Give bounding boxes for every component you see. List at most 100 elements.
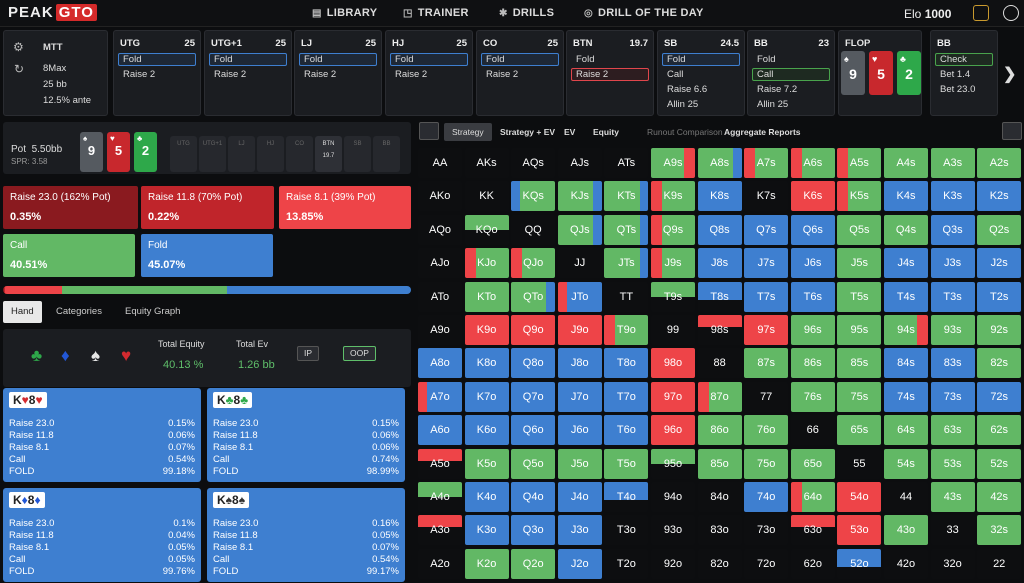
range-cell[interactable]: T9o <box>604 315 649 345</box>
range-cell[interactable]: ATs <box>604 148 649 178</box>
range-cell[interactable]: T5s <box>837 281 882 312</box>
range-cell[interactable]: 94s <box>884 315 928 345</box>
diamonds-icon[interactable]: ♦ <box>61 346 70 365</box>
range-cell[interactable]: J3o <box>557 515 602 546</box>
combo-card-3[interactable]: K♠8♠ Raise 23.0 0.16% Raise 11.8 0.05% Raise … <box>207 488 405 582</box>
range-cell[interactable]: A5s <box>837 148 882 178</box>
range-cell[interactable]: 74s <box>884 381 928 412</box>
range-cell[interactable]: K5o <box>464 448 509 479</box>
range-cell[interactable]: K7s <box>744 181 789 212</box>
range-cell[interactable]: KTo <box>464 281 509 312</box>
range-cell[interactable]: KK <box>464 181 509 212</box>
range-cell[interactable]: J5s <box>837 248 882 279</box>
position-action[interactable]: Fold <box>576 54 595 65</box>
position-card-2[interactable]: LJ 25 Fold Raise 2 <box>294 30 382 116</box>
user-icon[interactable] <box>1003 5 1019 21</box>
range-cell[interactable]: T9s <box>651 281 695 312</box>
range-cell[interactable]: A3o <box>418 515 462 546</box>
range-cell[interactable]: 99 <box>651 315 695 345</box>
action-box-4[interactable]: Fold 45.07% <box>141 234 273 277</box>
range-cell[interactable]: AKo <box>418 181 462 212</box>
range-cell[interactable]: T7o <box>604 381 649 412</box>
range-cell[interactable]: Q6s <box>790 214 835 245</box>
range-cell[interactable]: A3s <box>930 148 975 178</box>
range-cell[interactable]: 76o <box>744 415 789 446</box>
range-cell[interactable]: 42s <box>977 482 1022 512</box>
range-cell[interactable]: 54s <box>884 448 928 479</box>
range-cell[interactable]: 86o <box>697 415 742 446</box>
range-cell[interactable]: 84s <box>884 348 928 379</box>
range-cell[interactable]: A8s <box>697 148 742 178</box>
position-action[interactable]: Fold <box>481 53 559 66</box>
position-card-4[interactable]: CO 25 Fold Raise 2 <box>476 30 564 116</box>
range-cell[interactable]: T5o <box>604 448 649 479</box>
range-cell[interactable]: 63s <box>930 415 975 446</box>
range-cell[interactable]: 87s <box>744 348 789 379</box>
range-cell[interactable]: JTs <box>604 248 649 279</box>
range-cell[interactable]: A7o <box>418 381 462 412</box>
range-cell[interactable]: T3s <box>930 281 975 312</box>
nav-drill-of-the-day[interactable]: ◎ DRILL OF THE DAY <box>584 7 704 19</box>
tab-equity[interactable]: Equity <box>593 127 619 137</box>
tab-aggregate-reports[interactable]: Aggregate Reports <box>724 127 801 137</box>
tab-strategy[interactable]: Strategy <box>444 123 492 141</box>
spades-icon[interactable]: ♠ <box>91 346 101 365</box>
range-cell[interactable]: 87o <box>697 381 742 412</box>
gear-icon[interactable]: ⚙ <box>13 40 24 54</box>
range-cell[interactable]: 84o <box>697 482 742 512</box>
range-cell[interactable]: A7s <box>744 148 789 178</box>
position-card-5[interactable]: BTN 19.7 Fold Raise 2 <box>566 30 654 116</box>
tab-equity-graph[interactable]: Equity Graph <box>125 306 181 317</box>
range-cell[interactable]: 72o <box>744 548 789 579</box>
range-cell[interactable]: JTo <box>557 281 602 312</box>
range-cell[interactable]: 76s <box>790 381 835 412</box>
range-cell[interactable]: T6s <box>790 281 835 312</box>
range-cell[interactable]: J9s <box>651 248 695 279</box>
combo-card-2[interactable]: K♦8♦ Raise 23.0 0.1% Raise 11.8 0.04% Raise 8… <box>3 488 201 582</box>
range-cell[interactable]: Q3o <box>511 515 556 546</box>
range-cell[interactable]: T7s <box>744 281 789 312</box>
range-cell[interactable]: 54o <box>837 482 882 512</box>
range-cell[interactable]: A4o <box>418 482 462 512</box>
tab-ev[interactable]: EV <box>564 127 576 137</box>
range-cell[interactable]: 96o <box>651 415 695 446</box>
position-action[interactable]: Bet 23.0 <box>940 84 976 95</box>
position-card-8[interactable]: BB Check Bet 1.4 Bet 23.0 <box>930 30 998 116</box>
range-cell[interactable]: QTs <box>604 214 649 245</box>
range-cell[interactable]: A2s <box>977 148 1022 178</box>
range-cell[interactable]: TT <box>604 281 649 312</box>
range-cell[interactable]: 63o <box>790 515 835 546</box>
action-box-3[interactable]: Call 40.51% <box>3 234 135 277</box>
range-cell[interactable]: A5o <box>418 448 462 479</box>
range-cell[interactable]: K7o <box>464 381 509 412</box>
range-cell[interactable]: J4s <box>884 248 928 279</box>
gamepad-icon[interactable] <box>1002 122 1022 140</box>
range-cell[interactable]: A4s <box>884 148 928 178</box>
oop-toggle[interactable]: OOP <box>343 346 376 361</box>
range-cell[interactable]: J5o <box>557 448 602 479</box>
range-cell[interactable]: 72s <box>977 381 1022 412</box>
action-box-2[interactable]: Raise 8.1 (39% Pot) 13.85% <box>279 186 411 229</box>
nav-drills[interactable]: ✱ DRILLS <box>499 7 554 19</box>
range-cell[interactable]: J7s <box>744 248 789 279</box>
nav-library[interactable]: ▤ LIBRARY <box>312 7 377 19</box>
tab-strategy-ev[interactable]: Strategy + EV <box>500 127 556 137</box>
range-cell[interactable]: QQ <box>511 214 556 245</box>
range-cell[interactable]: J8s <box>697 248 742 279</box>
range-cell[interactable]: 22 <box>977 548 1022 579</box>
range-cell[interactable]: K4o <box>464 482 509 512</box>
position-card-1[interactable]: UTG+1 25 Fold Raise 2 <box>204 30 292 116</box>
range-cell[interactable]: J6o <box>557 415 602 446</box>
chat-icon[interactable] <box>973 5 989 21</box>
range-cell[interactable]: 33 <box>930 515 975 546</box>
range-cell[interactable]: QTo <box>511 281 556 312</box>
range-cell[interactable]: 32o <box>930 548 975 579</box>
range-cell[interactable]: J6s <box>790 248 835 279</box>
range-cell[interactable]: 62s <box>977 415 1022 446</box>
range-cell[interactable]: Q2o <box>511 548 556 579</box>
range-cell[interactable]: 98s <box>697 315 742 345</box>
range-cell[interactable]: A6s <box>790 148 835 178</box>
action-box-0[interactable]: Raise 23.0 (162% Pot) 0.35% <box>3 186 138 229</box>
tab-hand[interactable]: Hand <box>3 301 42 323</box>
range-cell[interactable]: 53o <box>837 515 882 546</box>
